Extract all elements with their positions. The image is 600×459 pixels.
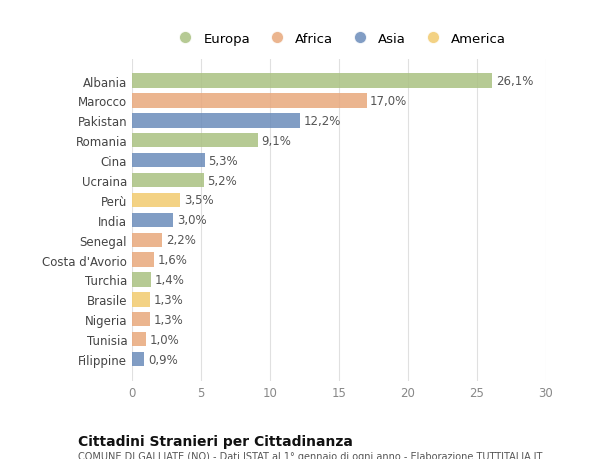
Text: 3,5%: 3,5% xyxy=(184,194,214,207)
Bar xyxy=(132,154,205,168)
Text: 1,4%: 1,4% xyxy=(155,274,185,286)
Bar xyxy=(132,193,181,207)
Bar xyxy=(132,213,173,228)
Bar xyxy=(132,313,150,327)
Text: 1,0%: 1,0% xyxy=(149,333,179,346)
Text: 3,0%: 3,0% xyxy=(177,214,206,227)
Text: 5,2%: 5,2% xyxy=(207,174,237,187)
Text: 5,3%: 5,3% xyxy=(209,154,238,167)
Text: 9,1%: 9,1% xyxy=(261,134,291,147)
Text: COMUNE DI GALLIATE (NO) - Dati ISTAT al 1° gennaio di ogni anno - Elaborazione T: COMUNE DI GALLIATE (NO) - Dati ISTAT al … xyxy=(78,451,542,459)
Text: 1,6%: 1,6% xyxy=(158,253,187,267)
Text: 1,3%: 1,3% xyxy=(154,293,183,306)
Text: 17,0%: 17,0% xyxy=(370,95,407,108)
Bar xyxy=(132,292,150,307)
Bar xyxy=(132,174,204,188)
Bar xyxy=(132,273,151,287)
Bar xyxy=(132,233,163,247)
Bar xyxy=(132,253,154,267)
Text: 1,3%: 1,3% xyxy=(154,313,183,326)
Text: 12,2%: 12,2% xyxy=(304,115,341,128)
Bar xyxy=(132,134,257,148)
Text: 26,1%: 26,1% xyxy=(496,75,533,88)
Bar xyxy=(132,332,146,347)
Bar xyxy=(132,114,301,128)
Text: Cittadini Stranieri per Cittadinanza: Cittadini Stranieri per Cittadinanza xyxy=(78,434,353,448)
Text: 0,9%: 0,9% xyxy=(148,353,178,366)
Bar xyxy=(132,352,145,366)
Text: 2,2%: 2,2% xyxy=(166,234,196,246)
Bar xyxy=(132,94,367,108)
Bar xyxy=(132,74,492,89)
Legend: Europa, Africa, Asia, America: Europa, Africa, Asia, America xyxy=(167,28,511,51)
